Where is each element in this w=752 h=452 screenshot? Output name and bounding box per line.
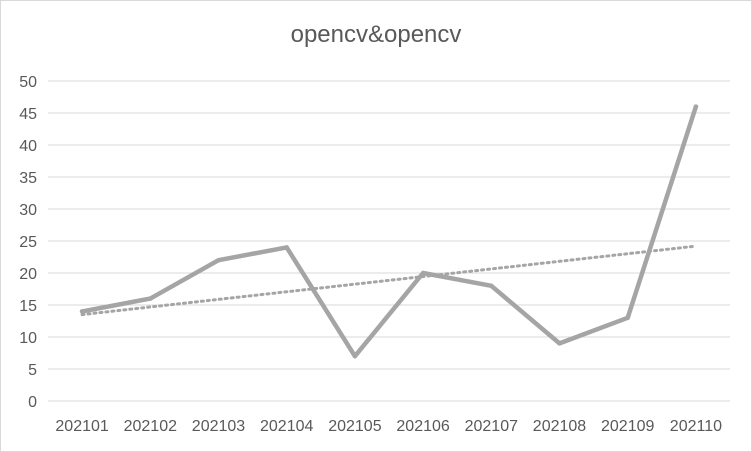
data-point bbox=[489, 283, 494, 289]
x-tick-label: 202103 bbox=[192, 418, 245, 435]
y-tick-label: 50 bbox=[19, 74, 37, 91]
data-point bbox=[557, 341, 562, 346]
y-tick-label: 45 bbox=[19, 106, 37, 123]
y-tick-label: 35 bbox=[19, 170, 37, 187]
y-tick-label: 15 bbox=[19, 298, 37, 315]
x-tick-label: 202101 bbox=[55, 418, 108, 435]
y-axis-ticks: 0 5 10 15 20 25 30 35 40 45 50 bbox=[19, 74, 37, 411]
y-tick-label: 0 bbox=[28, 394, 37, 411]
y-tick-label: 20 bbox=[19, 266, 37, 283]
x-tick-label: 202102 bbox=[124, 418, 177, 435]
trendline-layer bbox=[80, 244, 698, 317]
y-tick-label: 40 bbox=[19, 138, 37, 155]
trendline bbox=[80, 244, 698, 317]
x-tick-label: 202106 bbox=[396, 418, 449, 435]
data-point bbox=[625, 315, 630, 321]
data-point bbox=[284, 245, 289, 250]
chart-title: opencv&opencv bbox=[290, 21, 462, 48]
data-point bbox=[693, 104, 699, 109]
data-point bbox=[79, 309, 85, 314]
x-tick-label: 202105 bbox=[328, 418, 381, 435]
y-tick-label: 30 bbox=[19, 202, 37, 219]
data-point bbox=[420, 270, 426, 276]
x-tick-label: 202107 bbox=[465, 418, 518, 435]
x-tick-label: 202104 bbox=[260, 418, 313, 435]
x-tick-label: 202109 bbox=[601, 418, 654, 435]
data-point bbox=[352, 353, 358, 359]
x-tick-label: 202108 bbox=[533, 418, 586, 435]
y-tick-label: 10 bbox=[19, 330, 37, 347]
x-axis-ticks: 202101 202102 202103 202104 202105 202106 2021… bbox=[55, 418, 722, 435]
series-layer bbox=[79, 104, 699, 359]
grid-lines bbox=[48, 80, 730, 402]
data-point bbox=[216, 257, 221, 263]
y-tick-label: 25 bbox=[19, 234, 37, 251]
series-line bbox=[79, 104, 699, 359]
y-tick-label: 5 bbox=[28, 362, 37, 379]
x-tick-label: 202110 bbox=[670, 418, 722, 435]
data-point bbox=[148, 296, 153, 301]
